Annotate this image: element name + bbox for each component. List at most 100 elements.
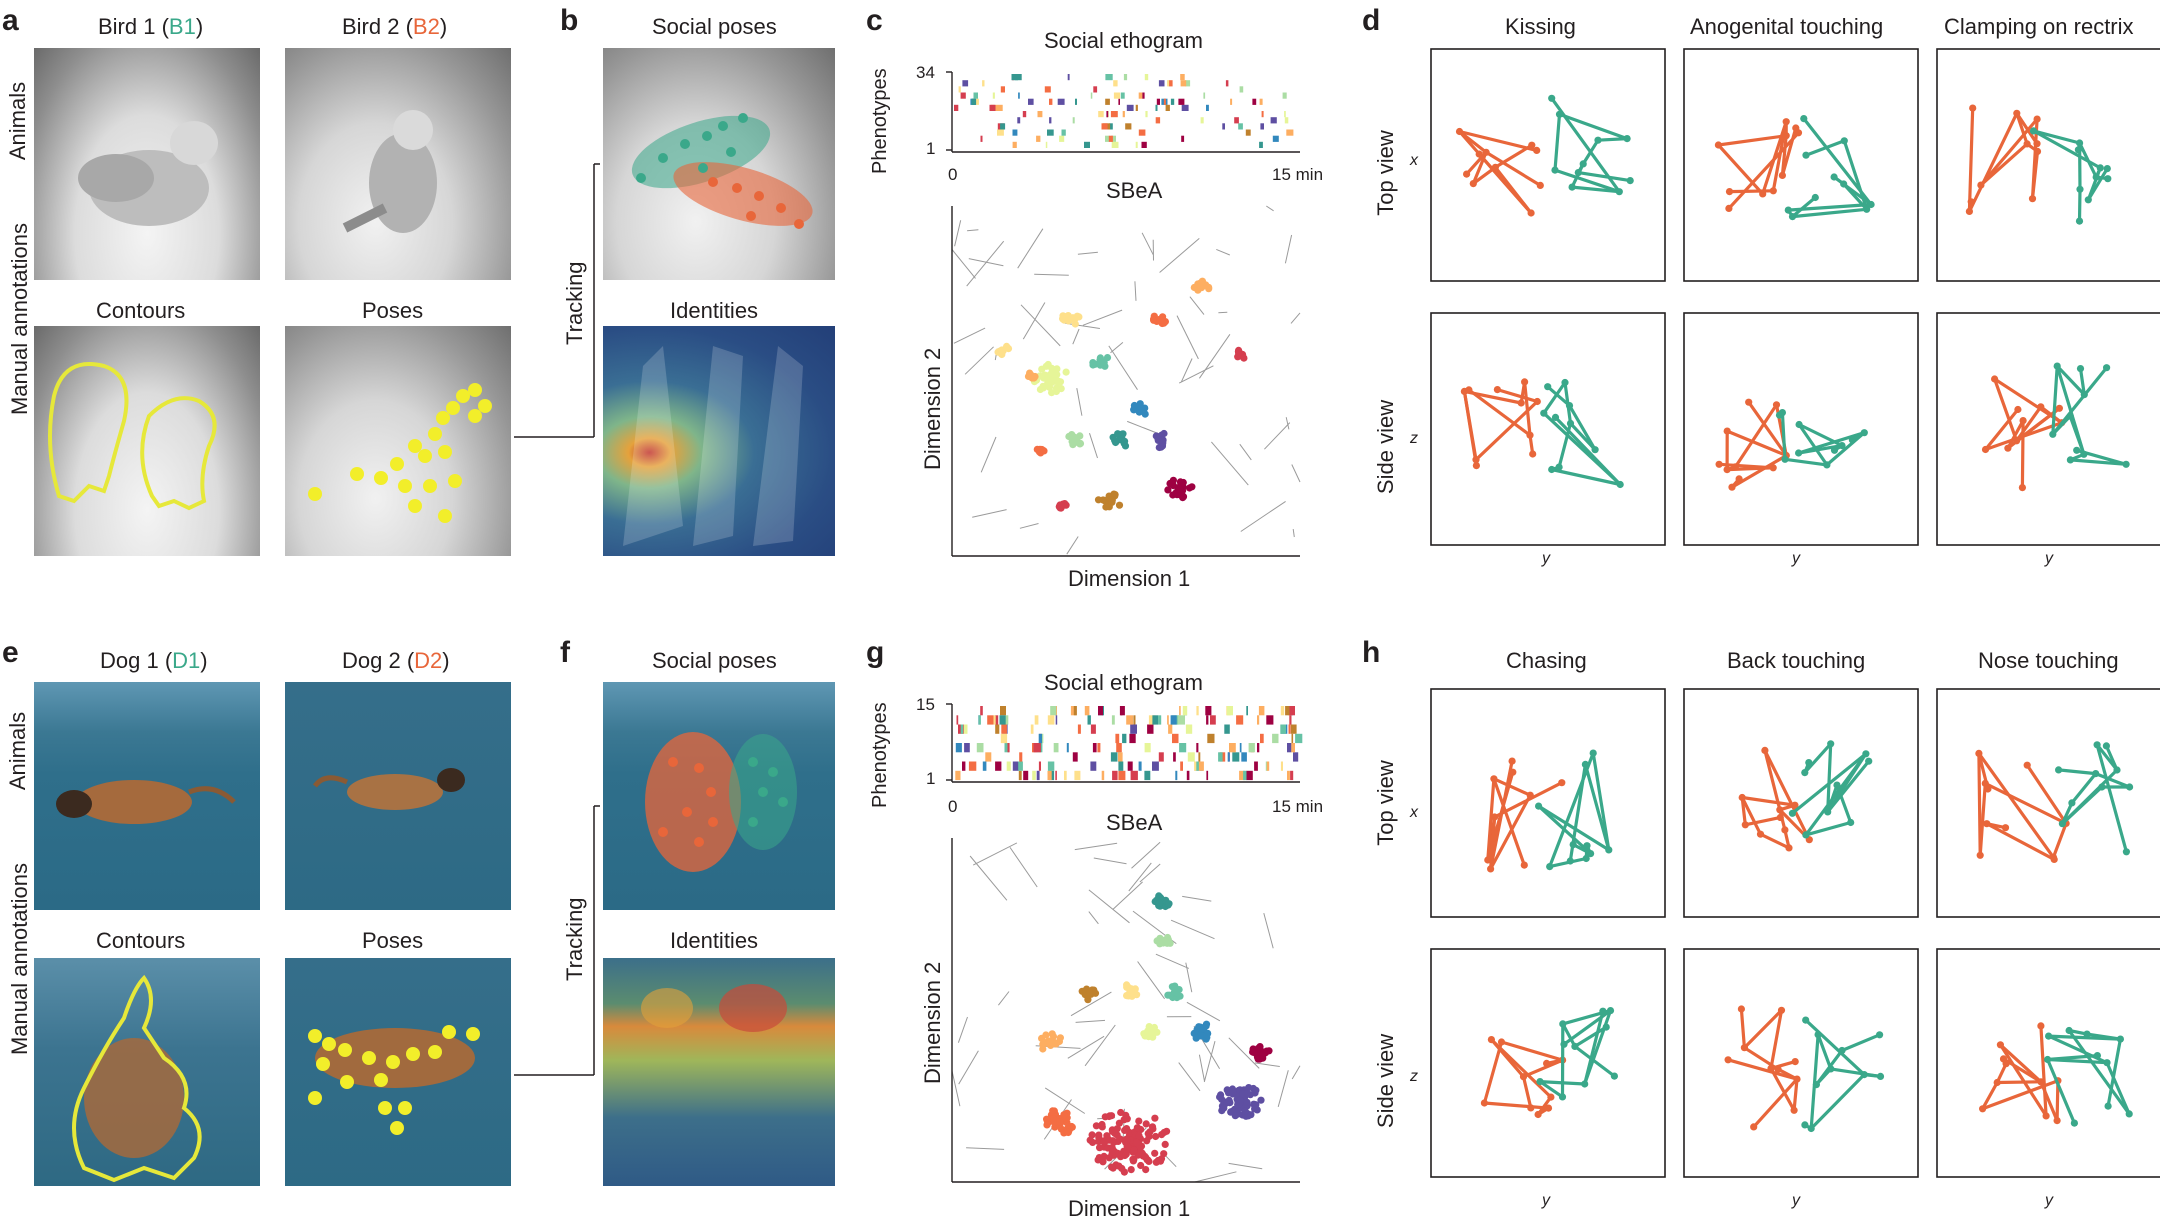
- ethogram-bar: [1090, 92, 1093, 99]
- skeleton-link: [1499, 1040, 1565, 1062]
- ethogram-bar: [1004, 743, 1010, 753]
- region-boundary: [1176, 315, 1199, 360]
- skeleton-joint: [1800, 115, 1808, 123]
- skeleton-link: [2067, 1028, 2131, 1116]
- bird2-prefix: Bird 2 (: [342, 14, 413, 39]
- ethogram-bar: [1248, 743, 1255, 753]
- skeleton-joint: [2001, 824, 2010, 832]
- skeleton-joint: [1811, 193, 1819, 202]
- ethogram-bar: [1206, 715, 1209, 725]
- region-boundary: [957, 1016, 968, 1043]
- skeleton-joint: [1547, 1093, 1555, 1101]
- bird2-photo-art: [342, 110, 437, 233]
- ethogram-bar: [1059, 135, 1065, 142]
- skeleton-joint: [1587, 850, 1595, 858]
- skeleton-link: [1980, 1080, 1999, 1111]
- ethogram-bar: [1077, 724, 1081, 734]
- cluster-point: [1046, 376, 1054, 384]
- ethogram-bar: [1093, 86, 1098, 93]
- skeleton-joint: [1548, 465, 1556, 474]
- region-boundary: [1066, 536, 1079, 555]
- skeleton-joint: [1976, 851, 1984, 859]
- bird1-suffix: ): [195, 14, 204, 39]
- dog-contours-photo: [34, 958, 260, 1186]
- region-boundary: [953, 327, 986, 344]
- skeleton-joint: [2083, 1030, 2091, 1038]
- skeleton-joint: [2098, 783, 2106, 791]
- skeleton-link: [2015, 111, 2029, 146]
- skeleton-link: [1522, 380, 1532, 437]
- region-boundary: [972, 509, 1007, 518]
- skeleton-link: [1992, 377, 2019, 443]
- skeleton-joint: [1569, 841, 1577, 849]
- ethogram-bar: [1049, 98, 1053, 105]
- region-boundary: [998, 991, 1010, 1006]
- ethogram-bar: [1073, 706, 1077, 716]
- skeleton-joint: [1863, 205, 1871, 213]
- ethogram-bar: [1272, 135, 1279, 142]
- skeleton-joint: [1793, 1075, 1801, 1083]
- ethogram-bar: [1105, 135, 1110, 142]
- bird1-photo-art: [78, 121, 218, 226]
- cluster-point: [1156, 316, 1164, 324]
- ethogram-bar: [1239, 86, 1244, 93]
- skeleton-link: [1548, 751, 1595, 869]
- ethogram-bar: [973, 92, 978, 99]
- region-boundary: [1112, 881, 1143, 910]
- cluster-point: [1086, 988, 1094, 997]
- ethogram-bar: [1036, 135, 1041, 142]
- skeleton-link: [1492, 777, 1526, 867]
- ethogram-bar: [1019, 752, 1023, 762]
- ethogram-bar: [1260, 123, 1264, 130]
- tracking-label-f: Tracking: [562, 897, 587, 981]
- panel-letter-b: b: [560, 4, 579, 37]
- skeleton-link: [2104, 744, 2119, 772]
- cluster-point: [1069, 441, 1077, 449]
- skeleton-joint: [2104, 175, 2112, 183]
- skeleton-link: [1809, 1073, 1866, 1131]
- dim2-label-c: Dimension 2: [920, 348, 945, 470]
- ethogram-bar: [992, 92, 995, 99]
- region-boundary: [1072, 328, 1080, 345]
- skeleton-joint: [1876, 1072, 1885, 1080]
- cluster-point: [1056, 1118, 1064, 1126]
- cluster-point: [1164, 486, 1172, 494]
- ethogram-bar: [1252, 98, 1257, 105]
- ethogram-bar: [1047, 715, 1055, 725]
- skeleton-joint: [2013, 109, 2021, 117]
- skeleton-joint: [1790, 1106, 1798, 1114]
- skeleton-joint: [1967, 198, 1975, 206]
- skeleton-link: [1826, 742, 1833, 814]
- skeleton-link: [1553, 415, 1622, 487]
- skeleton-joint: [1475, 150, 1483, 158]
- cluster-point: [1225, 1096, 1233, 1104]
- ethogram-bar: [1181, 135, 1185, 142]
- skeleton-joint: [2049, 430, 2057, 438]
- skeleton-joint: [1714, 141, 1722, 149]
- ethogram-bar: [1167, 715, 1169, 725]
- ethogram-bar: [1177, 715, 1185, 725]
- ethogram-bar: [1130, 770, 1138, 781]
- ethogram-bar: [1049, 117, 1052, 124]
- region-boundary: [1019, 523, 1039, 529]
- cluster-point: [1152, 1132, 1160, 1141]
- cluster-point: [1111, 437, 1120, 445]
- contours-label-a: Contours: [96, 298, 186, 323]
- skeleton-joint: [1469, 180, 1477, 188]
- ethogram-bar: [1007, 743, 1010, 753]
- region-boundary: [954, 220, 962, 247]
- cluster-point: [1057, 502, 1065, 510]
- ethogram-bar: [1288, 724, 1291, 734]
- skeleton-joint: [2066, 412, 2074, 420]
- ethogram-bar: [1210, 715, 1216, 725]
- cluster-point: [1130, 1146, 1138, 1154]
- skeleton-link: [1542, 380, 1567, 415]
- dim1-label-g: Dimension 1: [1068, 1196, 1190, 1220]
- skeleton-joint: [1860, 1071, 1868, 1079]
- skeleton-link: [1967, 111, 2019, 213]
- skeleton-joint: [1812, 1081, 1820, 1089]
- skeleton-joint: [1579, 160, 1587, 168]
- cluster-point: [1043, 1121, 1051, 1129]
- ethogram-bar: [1287, 743, 1292, 753]
- ethogram-bar: [1245, 129, 1251, 136]
